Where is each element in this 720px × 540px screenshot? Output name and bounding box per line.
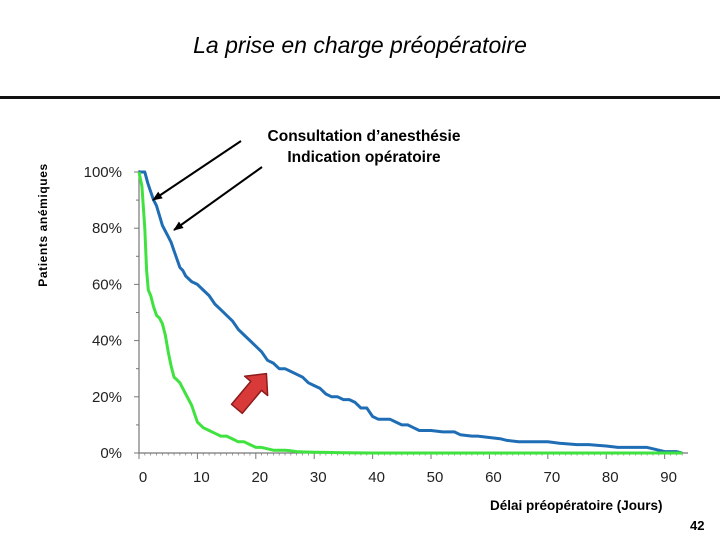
x-tick-label: 40 <box>368 469 385 486</box>
annotation-arrow-indication <box>173 166 263 231</box>
annotation-text: Consultation d’anesthésie Indication opé… <box>239 126 489 168</box>
x-tick-label: 70 <box>543 469 560 486</box>
y-tick-label: 80% <box>92 220 122 237</box>
series-line-blue <box>139 170 683 455</box>
annotation-consultation: Consultation d’anesthésie <box>267 128 461 145</box>
page-number: 42 <box>690 518 705 533</box>
y-tick-label: 20% <box>92 389 122 406</box>
red-up-arrow-icon <box>230 372 269 415</box>
x-axis-label: Délai préopératoire (Jours) <box>490 498 663 513</box>
y-tick-label: 60% <box>92 276 122 293</box>
plot-area: 0% 20% 40% 60% 80% 100% 0 10 20 30 40 50 60 70 80 90 <box>84 164 688 486</box>
x-tick-label: 20 <box>251 469 268 486</box>
y-tick-group: 0% 20% 40% 60% 80% 100% <box>84 164 139 462</box>
x-tick-label: 0 <box>139 469 147 486</box>
x-tick-label: 10 <box>193 469 210 486</box>
annotation-indication: Indication opératoire <box>287 149 441 166</box>
x-tick-label: 60 <box>485 469 502 486</box>
y-tick-label: 0% <box>100 445 122 462</box>
x-tick-label: 30 <box>310 469 327 486</box>
annotation-arrow-consultation <box>152 140 242 201</box>
series-line-green <box>137 171 683 455</box>
title-divider <box>0 96 720 99</box>
x-tick-label: 90 <box>660 469 677 486</box>
y-tick-label: 100% <box>84 164 122 181</box>
x-tick-group: 0 10 20 30 40 50 60 70 80 90 <box>138 453 683 486</box>
y-tick-label: 40% <box>92 333 122 350</box>
x-tick-label: 80 <box>602 469 619 486</box>
page-title: La prise en charge préopératoire <box>193 32 527 58</box>
x-tick-label: 50 <box>427 469 444 486</box>
